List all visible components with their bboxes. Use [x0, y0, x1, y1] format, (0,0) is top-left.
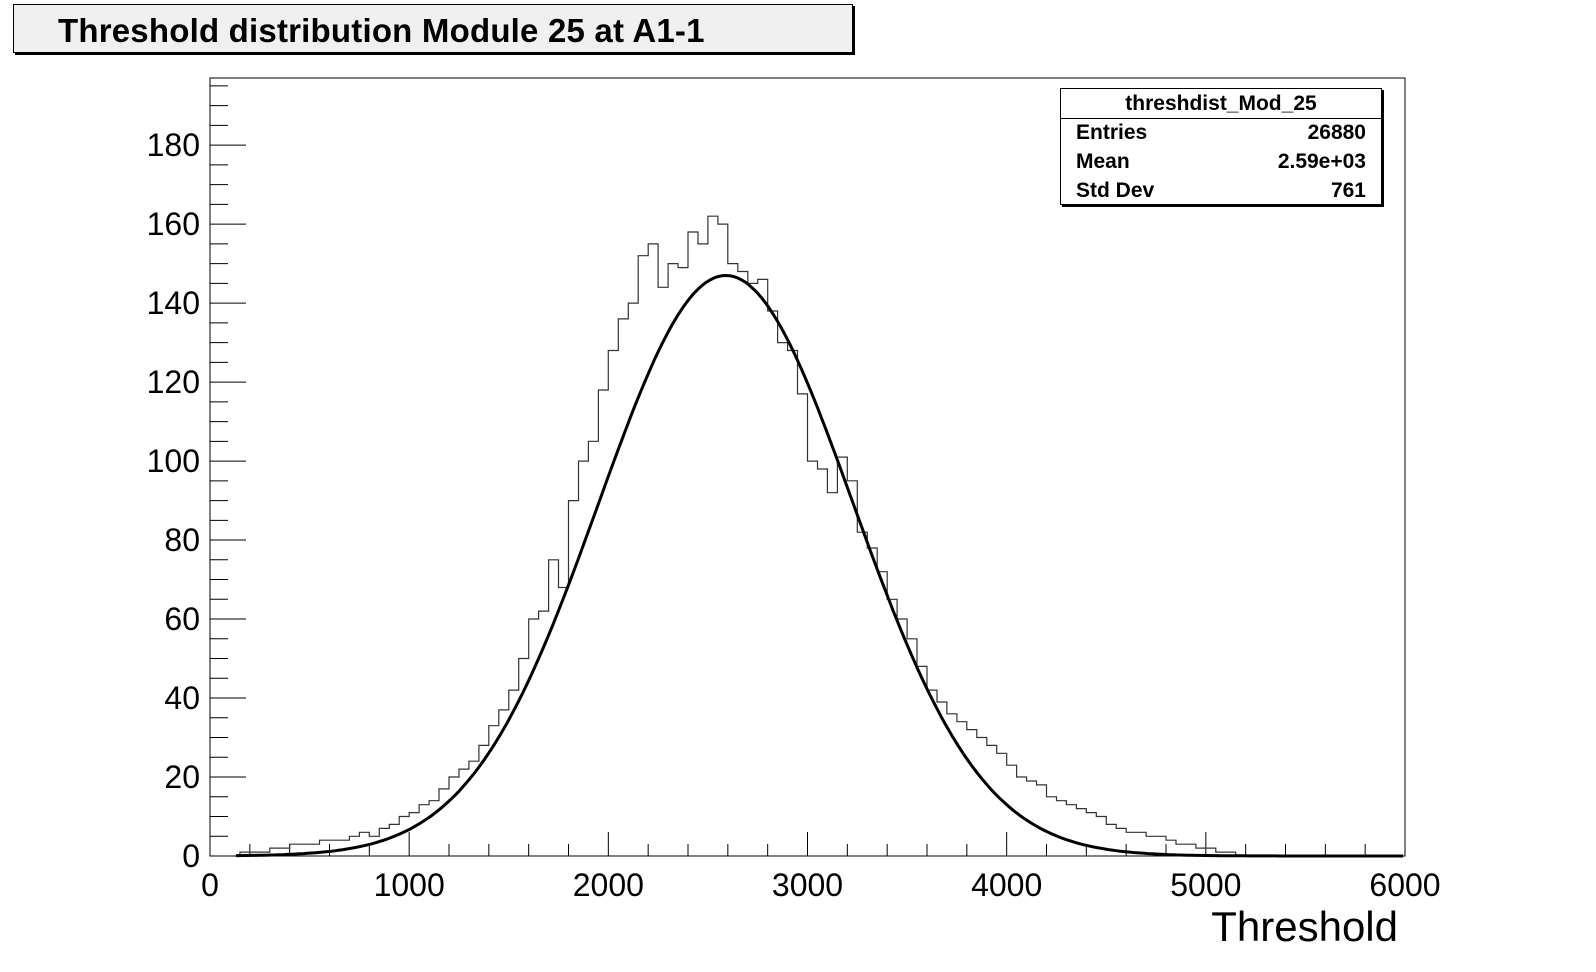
x-axis-label: Threshold [1211, 903, 1398, 950]
stats-value: 2.59e+03 [1277, 150, 1366, 173]
stats-row-mean: Mean 2.59e+03 [1076, 147, 1366, 176]
chart-title-box: Threshold distribution Module 25 at A1-1 [13, 4, 853, 53]
x-tick-label: 2000 [573, 867, 644, 903]
stats-box: threshdist_Mod_25 Entries 26880 Mean 2.5… [1060, 88, 1382, 205]
stats-label: Mean [1076, 150, 1130, 173]
y-tick-label: 100 [147, 443, 200, 479]
stats-value: 761 [1330, 179, 1366, 202]
stats-value: 26880 [1307, 121, 1366, 144]
fit-series [235, 273, 1403, 858]
histogram-line [229, 215, 1256, 857]
stats-title: threshdist_Mod_25 [1061, 89, 1381, 119]
x-tick-label: 1000 [374, 867, 445, 903]
x-tick-label: 6000 [1369, 867, 1440, 903]
x-tick-label: 5000 [1170, 867, 1241, 903]
fit-curve [235, 273, 1403, 858]
stats-label: Entries [1076, 121, 1148, 144]
x-axis: 0 1000 2000 3000 4000 5000 6000 [201, 832, 1441, 903]
y-tick-label: 180 [147, 127, 200, 163]
y-tick-label: 40 [164, 680, 200, 716]
stats-row-entries: Entries 26880 [1076, 118, 1366, 147]
stats-label: Std Dev [1076, 179, 1155, 202]
x-tick-label: 0 [201, 867, 219, 903]
y-axis: 0 20 40 60 80 100 120 140 160 180 [147, 85, 246, 874]
x-tick-label: 3000 [772, 867, 843, 903]
y-tick-label: 140 [147, 285, 200, 321]
y-tick-label: 120 [147, 364, 200, 400]
y-tick-label: 0 [182, 838, 200, 874]
y-tick-label: 60 [164, 601, 200, 637]
histogram-series [229, 215, 1256, 857]
stats-row-stddev: Std Dev 761 [1076, 176, 1366, 205]
y-tick-label: 160 [147, 206, 200, 242]
y-tick-label: 20 [164, 759, 200, 795]
x-tick-label: 4000 [971, 867, 1042, 903]
y-tick-label: 80 [164, 522, 200, 558]
chart-title: Threshold distribution Module 25 at A1-1 [58, 12, 705, 49]
